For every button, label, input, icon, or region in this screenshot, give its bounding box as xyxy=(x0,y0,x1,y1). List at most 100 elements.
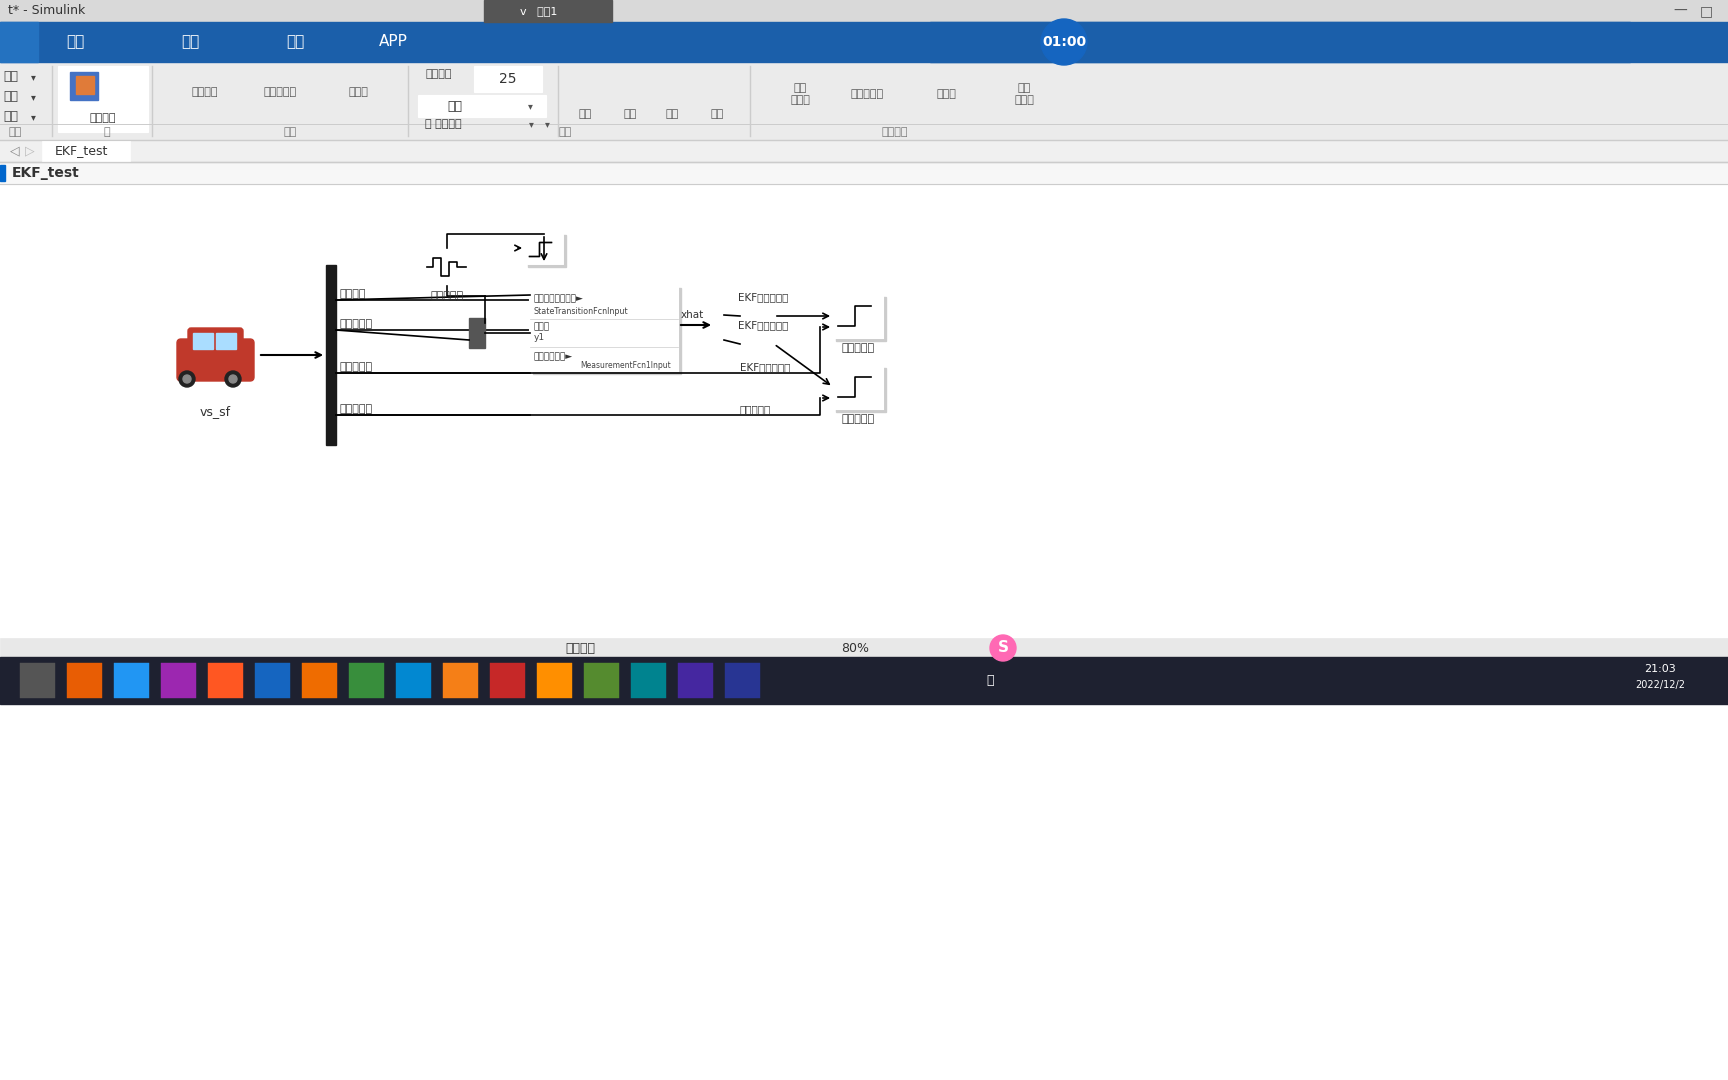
Text: 打开: 打开 xyxy=(3,70,17,83)
Text: 2022/12/2: 2022/12/2 xyxy=(1635,680,1685,690)
Bar xyxy=(0,184,1728,1080)
Text: 英: 英 xyxy=(987,674,994,687)
Bar xyxy=(468,318,486,348)
Text: xhat: xhat xyxy=(681,310,705,320)
Bar xyxy=(423,248,472,286)
Bar xyxy=(0,0,1728,22)
Text: 80%: 80% xyxy=(842,642,869,654)
Text: t* - Simulink: t* - Simulink xyxy=(9,4,85,17)
Text: 仿真
管理器: 仿真 管理器 xyxy=(1014,83,1033,105)
Text: 记录信号: 记录信号 xyxy=(192,87,218,97)
Text: 查看诊断: 查看诊断 xyxy=(565,642,594,654)
Text: MeasurementFcn1Input: MeasurementFcn1Input xyxy=(581,361,670,369)
Bar xyxy=(473,66,543,92)
Bar xyxy=(173,315,257,400)
Bar xyxy=(836,297,886,341)
Text: 25: 25 xyxy=(499,72,517,86)
Bar xyxy=(396,663,430,698)
Text: 01:00: 01:00 xyxy=(1042,35,1087,49)
Bar xyxy=(114,663,149,698)
Bar xyxy=(216,333,237,349)
Text: EKF_test: EKF_test xyxy=(12,166,79,180)
Text: 前轮转角: 前轮转角 xyxy=(340,289,366,299)
Circle shape xyxy=(180,372,195,387)
Text: ▾: ▾ xyxy=(31,112,36,122)
Bar xyxy=(833,294,883,338)
Text: 查看结果: 查看结果 xyxy=(881,127,909,137)
Bar xyxy=(0,22,1728,62)
Bar xyxy=(194,333,213,349)
Bar xyxy=(833,365,883,409)
Circle shape xyxy=(225,372,240,387)
Text: 仿真: 仿真 xyxy=(558,127,572,137)
Text: S: S xyxy=(997,640,1009,656)
FancyBboxPatch shape xyxy=(176,339,254,381)
Text: 横摆角速度: 横摆角速度 xyxy=(340,404,373,414)
Text: StateTransitionFcnInput: StateTransitionFcnInput xyxy=(534,307,629,315)
Text: 运行: 运行 xyxy=(624,109,636,119)
Bar xyxy=(161,663,195,698)
Text: 格式: 格式 xyxy=(285,35,304,50)
Bar xyxy=(491,663,525,698)
Text: 逻辑分析仪: 逻辑分析仪 xyxy=(850,89,883,99)
Bar xyxy=(0,140,1728,162)
Text: □: □ xyxy=(1699,4,1712,18)
Text: 调试: 调试 xyxy=(66,35,85,50)
Text: APP: APP xyxy=(378,35,408,50)
Bar xyxy=(0,638,1728,658)
Text: ◁: ◁ xyxy=(10,145,19,158)
Bar xyxy=(584,663,619,698)
Bar xyxy=(418,95,546,117)
Text: 鸟瞰图: 鸟瞰图 xyxy=(937,89,956,99)
Text: 步退: 步退 xyxy=(579,109,591,119)
Text: ▷: ▷ xyxy=(24,145,35,158)
Bar xyxy=(0,162,1728,184)
Text: y1: y1 xyxy=(534,333,544,341)
Text: ▾: ▾ xyxy=(527,102,532,111)
Bar xyxy=(256,663,290,698)
Circle shape xyxy=(230,375,237,383)
Text: 21:03: 21:03 xyxy=(1643,664,1676,674)
Bar xyxy=(59,66,149,132)
Text: 传感器噪声: 传感器噪声 xyxy=(430,291,463,301)
Bar xyxy=(677,663,714,698)
Bar xyxy=(207,663,244,698)
Text: v   屏幕1: v 屏幕1 xyxy=(520,6,558,16)
Text: EKF横摆角速度: EKF横摆角速度 xyxy=(738,320,788,330)
Text: 停止时间: 停止时间 xyxy=(425,69,451,79)
Text: 打印: 打印 xyxy=(3,110,17,123)
Text: 保存: 保存 xyxy=(3,91,17,104)
Bar xyxy=(631,663,665,698)
Bar xyxy=(302,663,337,698)
Bar xyxy=(0,62,1728,140)
Bar xyxy=(71,72,98,100)
Bar xyxy=(76,76,93,94)
Text: 准备: 准备 xyxy=(283,127,297,137)
Bar xyxy=(537,663,572,698)
Text: 停止: 停止 xyxy=(710,109,724,119)
Text: EKF质心侧偏角: EKF质心侧偏角 xyxy=(738,292,788,302)
Bar xyxy=(525,232,563,264)
Bar xyxy=(21,663,55,698)
Bar xyxy=(714,303,724,353)
Text: 质心侧偏角: 质心侧偏角 xyxy=(842,343,874,353)
Bar xyxy=(530,285,677,372)
Text: 普通: 普通 xyxy=(448,99,463,112)
Text: vs_sf: vs_sf xyxy=(200,405,232,418)
Text: —: — xyxy=(1673,4,1687,18)
FancyBboxPatch shape xyxy=(188,328,244,354)
Bar xyxy=(529,235,567,267)
Text: EKF_test: EKF_test xyxy=(55,145,109,158)
Text: 观测值: 观测值 xyxy=(534,323,550,332)
Circle shape xyxy=(990,635,1016,661)
Text: 观测方程输入►: 观测方程输入► xyxy=(534,352,574,362)
Text: 库浏览器: 库浏览器 xyxy=(90,113,116,123)
Bar xyxy=(836,368,886,411)
Bar xyxy=(726,663,760,698)
Text: ▾: ▾ xyxy=(31,72,36,82)
Text: EKF横摆角速度: EKF横摆角速度 xyxy=(740,362,790,372)
Circle shape xyxy=(1040,19,1087,65)
Text: 横摆角速度: 横摆角速度 xyxy=(842,414,874,424)
Polygon shape xyxy=(740,305,774,327)
Text: 质心侧偏角: 质心侧偏角 xyxy=(340,362,373,372)
